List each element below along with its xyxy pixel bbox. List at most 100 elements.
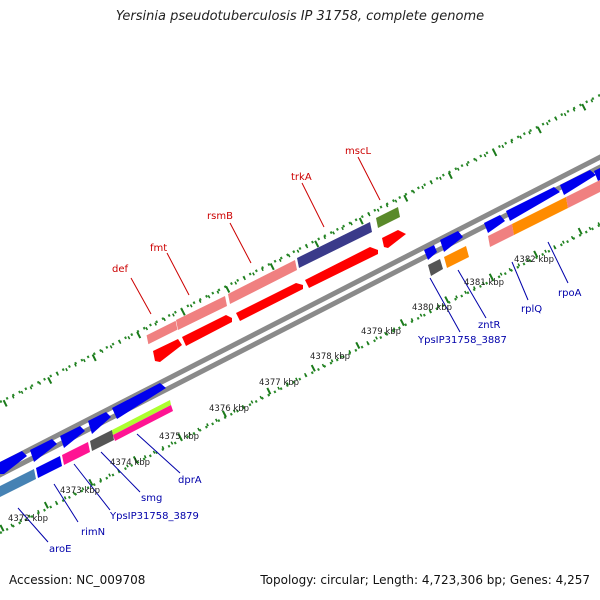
minor-tick bbox=[54, 500, 58, 505]
minor-tick bbox=[510, 140, 514, 144]
leader-rpoA bbox=[547, 241, 569, 284]
gene-label-fmt[interactable]: fmt bbox=[150, 243, 167, 254]
feature-mscL-cog[interactable] bbox=[376, 207, 400, 228]
minor-tick bbox=[207, 295, 211, 299]
minor-tick bbox=[234, 281, 238, 285]
feature-fmt-cog[interactable] bbox=[176, 296, 227, 330]
feature-3887-cds[interactable] bbox=[440, 231, 463, 252]
backbone-upper bbox=[0, 154, 600, 468]
major-tick bbox=[577, 227, 583, 235]
feature-dprA-cog-a[interactable] bbox=[112, 400, 171, 435]
feature-rsmB-cog[interactable] bbox=[228, 260, 297, 304]
tick-marks bbox=[0, 99, 600, 532]
gene-label-rsmB[interactable]: rsmB bbox=[207, 211, 233, 222]
feature-3887-cog[interactable] bbox=[428, 259, 443, 276]
gene-label-3879[interactable]: YpsIP31758_3879 bbox=[109, 511, 199, 522]
minor-tick bbox=[305, 244, 309, 249]
major-tick bbox=[310, 364, 316, 372]
feature-blue-9[interactable] bbox=[594, 168, 600, 181]
feature-pink-right[interactable] bbox=[566, 180, 600, 208]
minor-tick bbox=[81, 487, 85, 491]
gene-label-3887[interactable]: YpsIP31758_3887 bbox=[417, 335, 507, 346]
major-tick bbox=[47, 376, 53, 385]
minor-tick bbox=[215, 418, 218, 422]
feature-blue-1[interactable] bbox=[0, 451, 27, 474]
minor-tick bbox=[232, 409, 236, 413]
minor-tick bbox=[367, 213, 371, 217]
feature-3879-cog[interactable] bbox=[62, 442, 90, 465]
feature-blue-3[interactable] bbox=[60, 426, 85, 448]
minor-tick bbox=[455, 295, 458, 299]
feature-fmt-cds[interactable] bbox=[182, 315, 232, 346]
major-tick bbox=[43, 501, 49, 509]
minor-tick bbox=[321, 363, 325, 368]
feature-dprA-cog-b[interactable] bbox=[113, 405, 173, 441]
feature-trkA-cds[interactable] bbox=[305, 247, 378, 288]
minor-tick bbox=[28, 514, 31, 518]
feature-dprA-cds[interactable] bbox=[112, 383, 166, 419]
gene-label-rplQ[interactable]: rplQ bbox=[521, 304, 542, 315]
kbp-label: 4372 kbp bbox=[8, 514, 48, 524]
minor-tick bbox=[554, 117, 558, 121]
minor-tick bbox=[483, 153, 487, 158]
feature-mscL-cds[interactable] bbox=[382, 230, 406, 248]
gene-label-rimN[interactable]: rimN bbox=[81, 527, 105, 538]
minor-tick bbox=[118, 340, 122, 344]
minor-tick bbox=[206, 423, 209, 427]
leader-trkA bbox=[301, 182, 325, 228]
feature-zntR-cog[interactable] bbox=[444, 246, 469, 268]
major-tick bbox=[0, 524, 5, 532]
feature-rimN-cds[interactable] bbox=[36, 456, 62, 478]
minor-tick bbox=[296, 249, 300, 253]
minor-tick bbox=[145, 326, 149, 331]
feature-blue-5[interactable] bbox=[424, 245, 437, 260]
kbp-labels: 4372 kbp 4373 kbp 4374 kbp 4375 kbp 4376… bbox=[8, 255, 554, 524]
major-tick bbox=[2, 399, 8, 407]
feature-aroE-cog[interactable] bbox=[0, 469, 36, 497]
minor-tick bbox=[63, 496, 67, 500]
outer-dotted-guide bbox=[0, 93, 600, 404]
gene-label-trkA[interactable]: trkA bbox=[291, 172, 312, 183]
minor-tick bbox=[499, 272, 503, 276]
minor-tick bbox=[170, 441, 174, 445]
kbp-label: 4374 kbp bbox=[110, 458, 150, 468]
feature-rsmB-cds[interactable] bbox=[236, 283, 303, 321]
leader-zntR bbox=[457, 269, 487, 319]
gene-label-aroE[interactable]: aroE bbox=[49, 544, 71, 555]
feature-def-cds[interactable] bbox=[153, 339, 182, 362]
minor-tick bbox=[126, 464, 129, 468]
gene-label-def[interactable]: def bbox=[112, 264, 129, 275]
feature-blue-6[interactable] bbox=[484, 215, 505, 233]
minor-tick bbox=[570, 235, 574, 240]
feature-rpoA-cog[interactable] bbox=[512, 197, 568, 235]
minor-tick bbox=[197, 427, 200, 432]
major-tick bbox=[314, 240, 320, 248]
minor-tick bbox=[172, 313, 175, 317]
feature-blue-7[interactable] bbox=[506, 187, 560, 221]
minor-tick bbox=[161, 445, 165, 450]
gene-label-smg[interactable]: smg bbox=[141, 493, 162, 504]
minor-tick bbox=[519, 135, 522, 140]
gene-label-mscL[interactable]: mscL bbox=[345, 146, 371, 157]
leader-rplQ bbox=[511, 261, 529, 301]
minor-tick bbox=[501, 144, 505, 149]
feature-blue-2[interactable] bbox=[30, 439, 57, 462]
leader-def bbox=[130, 277, 152, 315]
minor-tick bbox=[562, 240, 565, 244]
major-tick bbox=[536, 126, 542, 134]
feature-rplQ-cog[interactable] bbox=[488, 224, 514, 247]
minor-tick bbox=[375, 336, 378, 340]
gene-label-dprA[interactable]: dprA bbox=[178, 475, 202, 486]
kbp-label: 4381 kbp bbox=[464, 278, 504, 288]
minor-tick bbox=[29, 386, 33, 390]
gene-label-zntR[interactable]: zntR bbox=[478, 320, 501, 331]
feature-blue-4[interactable] bbox=[88, 412, 111, 434]
minor-tick bbox=[385, 203, 389, 208]
gene-label-rpoA[interactable]: rpoA bbox=[558, 288, 582, 299]
feature-blue-8[interactable] bbox=[560, 170, 596, 195]
major-tick bbox=[225, 285, 231, 293]
feature-trkA-cog[interactable] bbox=[297, 222, 372, 268]
reverse-strand-features bbox=[0, 383, 173, 497]
feature-smg-cog[interactable] bbox=[90, 430, 114, 451]
